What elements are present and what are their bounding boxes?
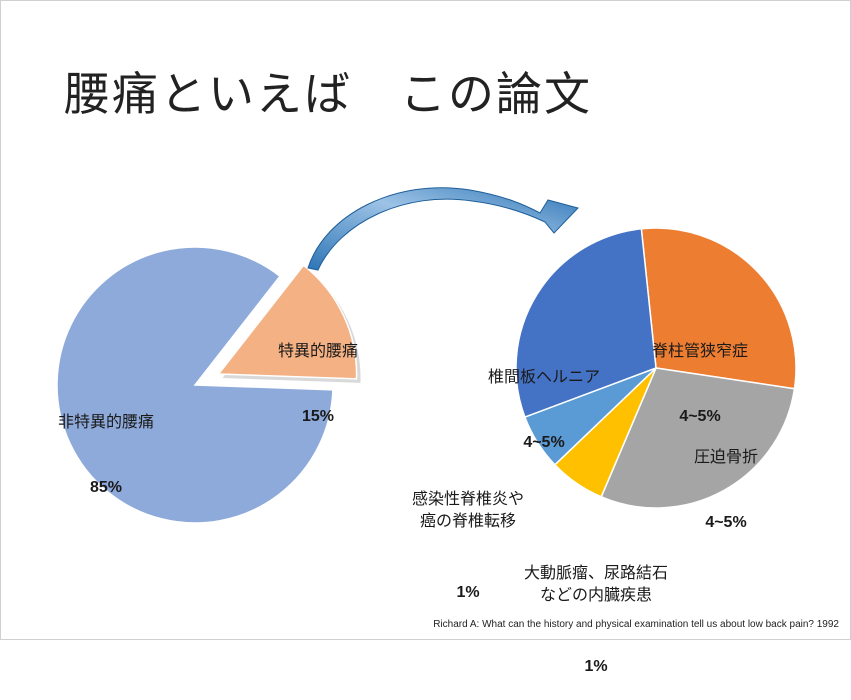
specific-slice-0 xyxy=(640,227,797,390)
pie-chart-specific xyxy=(515,227,797,509)
overall-slice-0 xyxy=(56,246,334,524)
slice-label-stenosis: 脊柱管狭窄症 4~5% xyxy=(652,341,749,425)
specific-slice-4 xyxy=(515,227,657,419)
slice-label-infection: 感染性脊椎炎や 癌の脊椎転移 1% xyxy=(412,489,525,601)
slice-label-specific: 特異的腰痛 15% xyxy=(278,341,359,425)
chart-canvas xyxy=(56,187,797,524)
slice-label-visceral: 大動脈瘤、尿路結石 などの内臓疾患 1% xyxy=(524,563,669,675)
slice-label-fracture: 圧迫骨折 4~5% xyxy=(694,447,759,531)
citation: Richard A: What can the history and phys… xyxy=(433,619,839,630)
curved-arrow-icon xyxy=(307,187,579,271)
pie-chart-overall xyxy=(56,246,361,524)
page-title: 腰痛といえば この論文 xyxy=(64,67,592,121)
slice-label-hernia: 椎間板ヘルニア 4~5% xyxy=(488,367,601,451)
specific-slice-1 xyxy=(600,367,796,509)
overall-slice-1 xyxy=(217,264,358,380)
slice-label-non-specific: 非特異的腰痛 85% xyxy=(58,412,155,496)
